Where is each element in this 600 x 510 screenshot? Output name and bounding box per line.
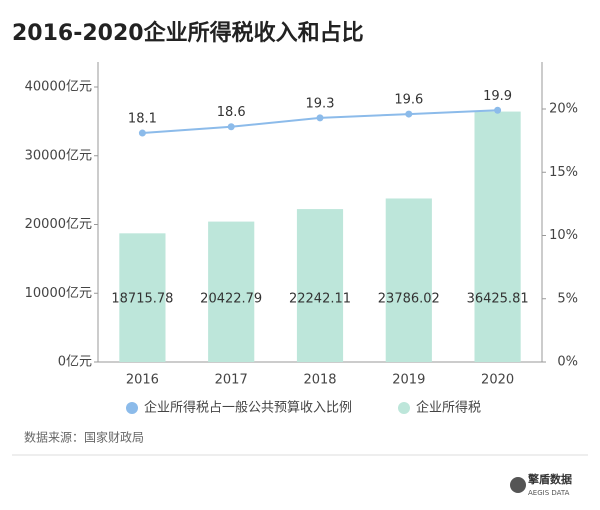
- bar: [474, 111, 521, 362]
- legend-swatch: [126, 402, 138, 414]
- y-tick-label: 40000亿元: [25, 80, 92, 95]
- y2-tick-label: 15%: [549, 165, 578, 180]
- x-tick-label: 2020: [481, 373, 514, 388]
- logo-sub: AEGIS DATA: [528, 489, 570, 497]
- y2-tick-label: 10%: [549, 228, 578, 243]
- y-tick-label: 20000亿元: [25, 217, 92, 232]
- legend-label: 企业所得税: [416, 400, 481, 416]
- line-label: 18.6: [217, 105, 246, 120]
- line-point: [494, 106, 502, 114]
- y-tick-label: 0亿元: [58, 355, 92, 370]
- y2-tick-label: 20%: [549, 102, 578, 117]
- chart-title: 2016-2020企业所得税收入和占比: [12, 20, 364, 46]
- bar-label: 18715.78: [111, 291, 173, 306]
- x-tick-label: 2016: [126, 373, 159, 388]
- legend-label: 企业所得税占一般公共预算收入比例: [144, 400, 352, 416]
- line-point: [227, 123, 235, 131]
- line: [142, 109, 498, 135]
- bar-label: 20422.79: [200, 291, 262, 306]
- line-label: 19.3: [306, 96, 335, 111]
- logo-icon: [510, 477, 526, 493]
- x-tick-label: 2017: [215, 373, 248, 388]
- bar: [296, 209, 344, 362]
- legend-swatch: [398, 402, 410, 414]
- line-label: 19.6: [394, 93, 423, 108]
- y2-tick-label: 5%: [557, 291, 578, 306]
- line-point: [405, 110, 413, 118]
- bar: [119, 233, 166, 362]
- line-label: 19.9: [483, 89, 512, 104]
- bar-label: 23786.02: [378, 291, 440, 306]
- source: 数据来源：国家财政局: [24, 430, 144, 445]
- bar-label: 22242.11: [289, 291, 351, 306]
- y2-tick-label: 0%: [557, 355, 578, 370]
- bar: [208, 221, 255, 362]
- y-tick-label: 10000亿元: [25, 286, 92, 301]
- bar-label: 36425.81: [467, 291, 529, 306]
- line-point: [316, 114, 324, 122]
- line-label: 18.1: [128, 112, 157, 127]
- logo-name: 擎盾数据: [528, 472, 572, 486]
- bar: [385, 198, 432, 362]
- line-point: [138, 129, 146, 137]
- x-tick-label: 2019: [392, 373, 425, 388]
- y-tick-label: 30000亿元: [25, 148, 92, 163]
- x-tick-label: 2018: [303, 373, 336, 388]
